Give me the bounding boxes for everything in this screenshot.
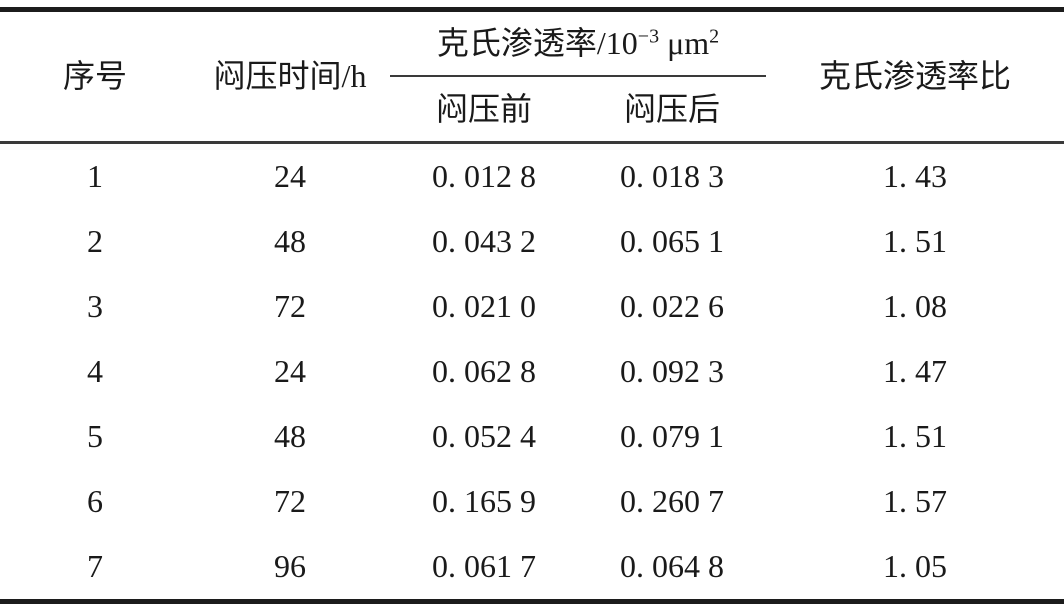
table-body: 1 24 0. 012 8 0. 018 3 1. 43 2 48 0. 043… bbox=[0, 143, 1064, 602]
cell-perm-before: 0. 021 0 bbox=[432, 288, 536, 325]
cell-serial: 2 bbox=[87, 223, 103, 260]
cell-perm-before: 0. 062 8 bbox=[432, 353, 536, 390]
cell-soak-time: 24 bbox=[274, 158, 306, 195]
header-perm-before: 闷压前 bbox=[435, 90, 532, 127]
header-soak-time: 闷压时间/h bbox=[213, 58, 367, 95]
cell-perm-ratio: 1. 57 bbox=[883, 483, 948, 520]
cell-perm-after: 0. 018 3 bbox=[620, 158, 724, 195]
cell-perm-before: 0. 061 7 bbox=[432, 548, 536, 585]
header-serial: 序号 bbox=[62, 58, 127, 95]
table-row: 4 24 0. 062 8 0. 092 3 1. 47 bbox=[0, 339, 1064, 404]
cell-serial: 7 bbox=[87, 548, 103, 585]
cell-soak-time: 72 bbox=[274, 288, 306, 325]
table-row: 3 72 0. 021 0 0. 022 6 1. 08 bbox=[0, 274, 1064, 339]
table-row: 5 48 0. 052 4 0. 079 1 1. 51 bbox=[0, 404, 1064, 469]
cell-perm-ratio: 1. 51 bbox=[883, 418, 948, 455]
cell-perm-before: 0. 043 2 bbox=[432, 223, 536, 260]
cell-serial: 4 bbox=[87, 353, 103, 390]
cell-soak-time: 48 bbox=[274, 223, 306, 260]
table-row: 2 48 0. 043 2 0. 065 1 1. 51 bbox=[0, 209, 1064, 274]
cell-soak-time: 24 bbox=[274, 353, 306, 390]
cell-soak-time: 96 bbox=[274, 548, 306, 585]
cell-serial: 5 bbox=[87, 418, 103, 455]
cell-serial: 3 bbox=[87, 288, 103, 325]
cell-perm-after: 0. 022 6 bbox=[620, 288, 724, 325]
cell-perm-before: 0. 012 8 bbox=[432, 158, 536, 195]
header-perm-after: 闷压后 bbox=[624, 90, 721, 127]
cell-perm-after: 0. 065 1 bbox=[620, 223, 724, 260]
cell-perm-ratio: 1. 51 bbox=[883, 223, 948, 260]
cell-soak-time: 72 bbox=[274, 483, 306, 520]
cell-perm-after: 0. 260 7 bbox=[620, 483, 724, 520]
table-header: 序号 闷压时间/h 克氏渗透率/10−3 μm2 克氏渗透率比 闷压前 闷压后 bbox=[0, 9, 1064, 143]
table-row: 1 24 0. 012 8 0. 018 3 1. 43 bbox=[0, 143, 1064, 210]
cell-perm-ratio: 1. 08 bbox=[883, 288, 948, 325]
cell-soak-time: 48 bbox=[274, 418, 306, 455]
cell-perm-ratio: 1. 47 bbox=[883, 353, 948, 390]
cell-serial: 6 bbox=[87, 483, 103, 520]
cell-perm-after: 0. 079 1 bbox=[620, 418, 724, 455]
header-perm-ratio: 克氏渗透率比 bbox=[819, 58, 1012, 95]
permeability-table: 序号 闷压时间/h 克氏渗透率/10−3 μm2 克氏渗透率比 闷压前 闷压后 … bbox=[0, 7, 1064, 604]
cell-perm-ratio: 1. 43 bbox=[883, 158, 948, 195]
cell-perm-before: 0. 052 4 bbox=[432, 418, 536, 455]
header-permeability-group: 克氏渗透率/10−3 μm2 bbox=[390, 9, 767, 77]
header-permeability-unit: μm bbox=[659, 25, 710, 62]
table-row: 7 96 0. 061 7 0. 064 8 1. 05 bbox=[0, 534, 1064, 602]
header-permeability-unit-exponent: 2 bbox=[709, 25, 720, 48]
table-row: 6 72 0. 165 9 0. 260 7 1. 57 bbox=[0, 469, 1064, 534]
header-permeability-exponent: −3 bbox=[637, 25, 660, 48]
header-permeability-prefix: 克氏渗透率/10 bbox=[436, 25, 638, 62]
cell-perm-ratio: 1. 05 bbox=[883, 548, 948, 585]
cell-serial: 1 bbox=[87, 158, 103, 195]
cell-perm-after: 0. 092 3 bbox=[620, 353, 724, 390]
cell-perm-before: 0. 165 9 bbox=[432, 483, 536, 520]
cell-perm-after: 0. 064 8 bbox=[620, 548, 724, 585]
